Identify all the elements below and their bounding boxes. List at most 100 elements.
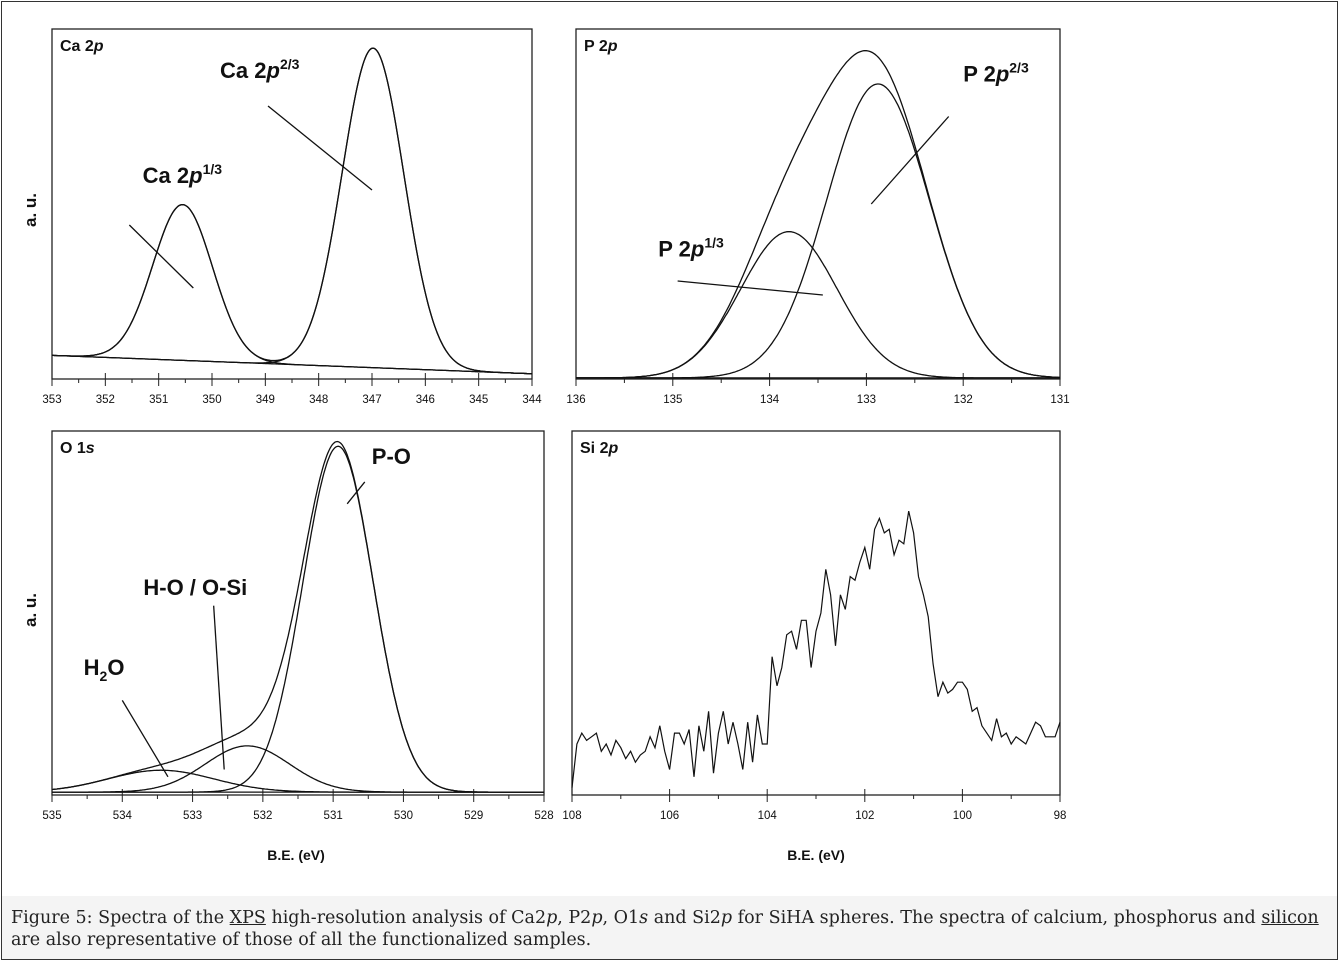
o1s-annotation-pointer: [121, 700, 169, 778]
ca2p-title: Ca 2p: [60, 38, 104, 55]
o1s-tick-label: 530: [394, 810, 413, 822]
p2p-component-2-line: [576, 83, 1060, 379]
ca2p-annotation-pointer: [267, 105, 373, 191]
p2p-annotation-pointer: [677, 280, 823, 296]
ylabel-bottom: a. u.: [21, 593, 40, 627]
annotation-base: Ca 2: [220, 58, 266, 83]
si2p-tick-label: 108: [562, 810, 581, 822]
ca2p-annotation-label: Ca 2p1/3: [143, 161, 223, 188]
si2p-title-italic: p: [607, 440, 618, 457]
o1s-tick-label: 532: [253, 810, 272, 822]
p2p-tick-label: 131: [1050, 394, 1069, 406]
si2p-tick-label: 98: [1054, 810, 1067, 822]
ca2p-tick-label: 348: [309, 394, 328, 406]
p2p-title-italic: p: [607, 38, 618, 55]
o1s-title: O 1s: [60, 440, 95, 457]
ca2p-annotation-pointer: [128, 224, 194, 289]
o1s-tick-label: 535: [42, 810, 61, 822]
o1s-annotation-label: H2O: [84, 655, 125, 684]
si2p-tick-label: 100: [953, 810, 972, 822]
o1s-title-italic: s: [86, 440, 95, 457]
caption-text-4: and Si2: [648, 908, 721, 928]
ca2p-plot-area: [51, 28, 533, 380]
ylabel-top: a. u.: [21, 193, 40, 227]
p2p-annotation-pointer: [870, 116, 950, 205]
o1s-tick-label: 533: [183, 810, 202, 822]
p2p-tick-label: 135: [663, 394, 682, 406]
annotation-italic: p: [188, 163, 202, 188]
ca2p-tick-label: 347: [362, 394, 381, 406]
caption-link-silicon[interactable]: silicon: [1261, 908, 1319, 928]
caption-frame: Figure 5: Spectra of the XPS high-resolu…: [1, 896, 1338, 960]
annotation-superscript: 1/3: [704, 235, 724, 251]
o1s-tick-label: 531: [324, 810, 343, 822]
caption-italic-s1: s: [639, 908, 649, 928]
annotation-after: O: [107, 655, 124, 680]
o1s-annotation-pointer: [213, 605, 225, 770]
annotation-base: H: [84, 655, 100, 680]
xlabel-right: B.E. (eV): [787, 847, 845, 863]
annotation-base: Ca 2: [143, 163, 189, 188]
figure-caption: Figure 5: Spectra of the XPS high-resolu…: [11, 907, 1331, 951]
o1s-annotation-label: P-O: [372, 444, 411, 469]
ca2p-envelope-line: [52, 47, 532, 375]
si2p-title-base: Si 2: [580, 440, 609, 457]
annotation-base: P 2: [658, 237, 691, 262]
ca2p-tick-label: 352: [96, 394, 115, 406]
o1s-component-3-line: [52, 445, 544, 793]
ca2p-tick-label: 346: [416, 394, 435, 406]
p2p-annotation-label: P 2p2/3: [963, 60, 1029, 87]
p2p-tick-label: 133: [857, 394, 876, 406]
ca2p-component-1-line: [52, 203, 533, 375]
annotation-superscript: 2/3: [280, 56, 300, 72]
ca2p-component-2-line: [52, 47, 532, 375]
p2p-title: P 2p: [584, 38, 618, 55]
annotation-italic: p: [690, 237, 704, 262]
caption-text-2: , P2: [557, 908, 592, 928]
si2p-spectrum-line: [571, 510, 1061, 788]
ca2p-title-italic: p: [93, 38, 104, 55]
o1s-component-2-line: [52, 745, 544, 793]
caption-link-xps[interactable]: XPS: [229, 908, 266, 928]
annotation-superscript: 1/3: [203, 161, 223, 177]
p2p-envelope-line: [576, 50, 1060, 379]
ca2p-annotation-label: Ca 2p2/3: [220, 56, 300, 83]
ca2p-tick-label: 345: [469, 394, 488, 406]
o1s-tick-label: 534: [113, 810, 133, 822]
p2p-title-base: P 2: [584, 38, 608, 55]
ca2p-tick-label: 349: [256, 394, 275, 406]
si2p-tick-label: 104: [758, 810, 778, 822]
p2p-tick-label: 132: [954, 394, 973, 406]
si2p-tick-label: 102: [855, 810, 874, 822]
annotation-subscript: 2: [100, 668, 108, 684]
o1s-envelope-line: [51, 440, 544, 793]
caption-italic-p3: p: [720, 908, 733, 928]
ca2p-tick-label: 350: [202, 394, 221, 406]
annotation-italic: p: [265, 58, 279, 83]
ca2p-tick-label: 344: [522, 394, 542, 406]
caption-italic-p2: p: [591, 908, 603, 928]
o1s-tick-label: 529: [464, 810, 483, 822]
o1s-tick-label: 528: [534, 810, 553, 822]
si2p-title: Si 2p: [580, 440, 618, 457]
xlabel-left: B.E. (eV): [267, 847, 325, 863]
annotation-superscript: 2/3: [1009, 60, 1029, 76]
ca2p-title-base: Ca 2: [60, 38, 94, 55]
caption-text-5: for SiHA spheres. The spectra of calcium…: [732, 908, 1262, 928]
caption-prefix: Figure 5: Spectra of the: [11, 908, 230, 928]
o1s-annotation-pointer: [346, 481, 366, 505]
p2p-component-1-line: [576, 231, 1060, 379]
xps-figure: a. u. a. u. B.E. (eV) B.E. (eV) Ca 2p353…: [21, 28, 1070, 863]
ca2p-tick-label: 353: [42, 394, 61, 406]
si2p-tick-label: 106: [660, 810, 679, 822]
caption-text-3: , O1: [602, 908, 640, 928]
caption-text-1: high-resolution analysis of Ca2: [265, 908, 547, 928]
caption-suffix: are also representative of those of all …: [11, 930, 592, 950]
si2p-plot-area: [571, 430, 1061, 796]
ca2p-tick-label: 351: [149, 394, 168, 406]
caption-italic-p1: p: [546, 908, 558, 928]
annotation-italic: p: [995, 62, 1009, 87]
p2p-annotation-label: P 2p1/3: [658, 235, 724, 262]
o1s-title-base: O 1: [60, 440, 86, 457]
